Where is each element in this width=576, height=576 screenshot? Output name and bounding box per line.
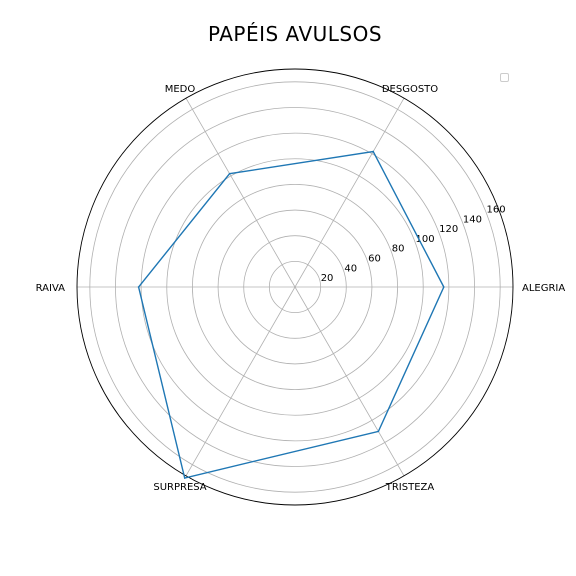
legend-box: [500, 73, 509, 82]
grid-spoke: [294, 286, 405, 476]
tick-label: 60: [368, 254, 381, 265]
category-label: DESGOSTO: [382, 84, 438, 95]
tick-label: 40: [344, 263, 357, 274]
series-layer: [137, 150, 445, 479]
data-point: [228, 172, 231, 175]
category-label: RAIVA: [36, 283, 66, 294]
category-label: SURPRESA: [153, 482, 206, 493]
tick-label: 100: [415, 234, 434, 245]
category-label: ALEGRIA: [522, 283, 565, 294]
chart-title: PAPÉIS AVULSOS: [207, 22, 383, 46]
tick-label: 20: [321, 273, 334, 284]
tick-label: 80: [392, 244, 405, 255]
data-point: [442, 286, 445, 288]
grid-spoke: [185, 98, 296, 288]
tick-label: 140: [463, 214, 482, 225]
grid-spoke: [294, 98, 405, 288]
grid-layer: [76, 68, 514, 506]
tick-label: 120: [439, 224, 458, 235]
tick-labels: 20 40 60 80 100 120 140 160: [321, 204, 506, 284]
category-labels: ALEGRIA DESGOSTO MEDO RAIVA SURPRESA TRISTEZA: [36, 84, 566, 493]
polar-frame: [76, 68, 514, 506]
series-line: [137, 150, 445, 479]
grid-spoke: [185, 286, 296, 476]
category-label: TRISTEZA: [385, 482, 435, 493]
tick-label: 160: [487, 204, 506, 215]
data-point: [377, 430, 380, 433]
category-label: MEDO: [165, 84, 196, 95]
data-point: [137, 286, 140, 288]
data-point: [372, 150, 375, 153]
data-point: [183, 477, 186, 479]
